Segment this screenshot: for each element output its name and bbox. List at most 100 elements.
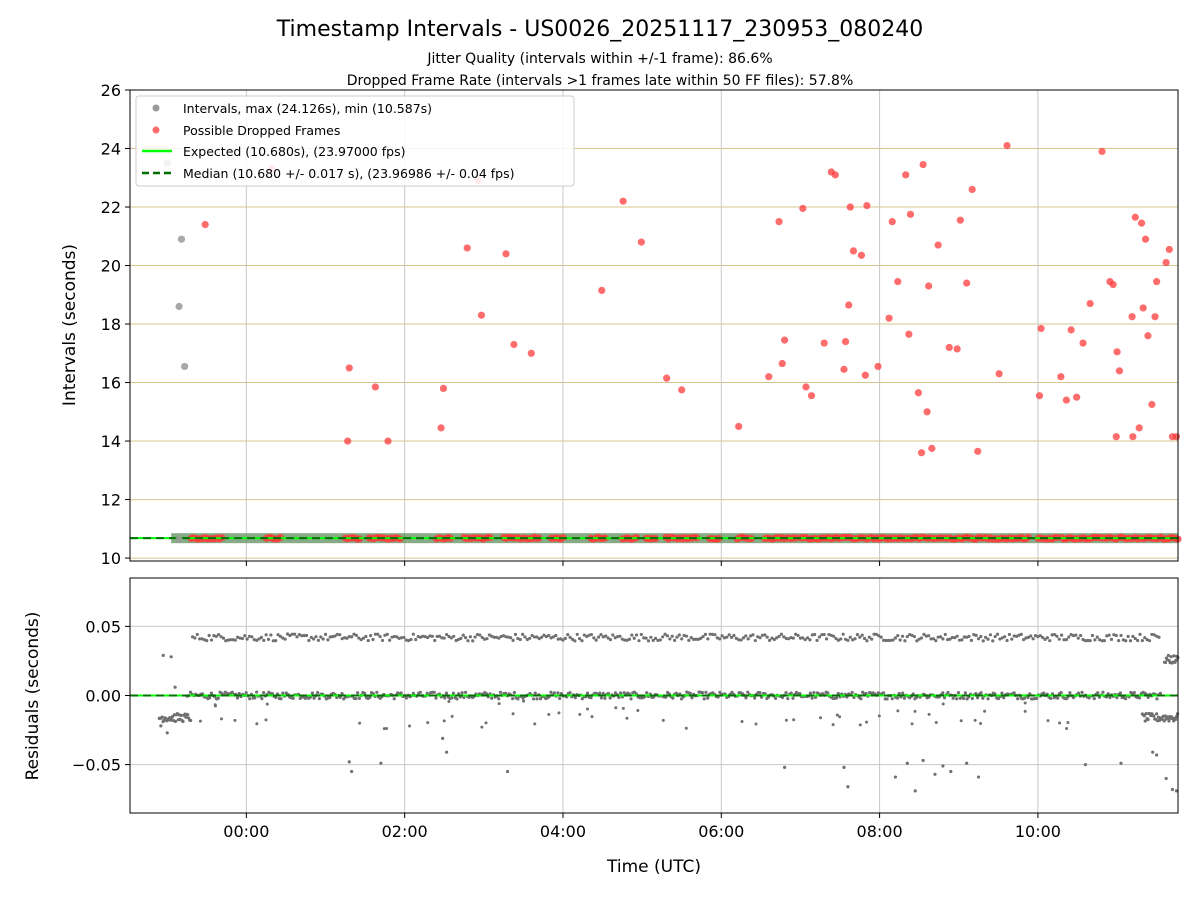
residual-point (646, 639, 651, 643)
residual-point (598, 691, 602, 695)
residual-point (392, 697, 396, 701)
residual-point (235, 696, 240, 700)
dropped-frame-point (345, 364, 353, 372)
dropped-frame-point (874, 362, 882, 371)
residual-point (1029, 634, 1033, 638)
residual-point (791, 636, 795, 640)
residual-point (230, 690, 234, 694)
residual-outlier-point (976, 775, 981, 779)
residual-point (1038, 634, 1042, 638)
residual-outlier-point (1083, 763, 1087, 767)
residual-point (363, 691, 367, 695)
dropped-frame-point (802, 383, 810, 391)
residual-point (585, 634, 589, 639)
residual-outlier-point (1155, 753, 1159, 757)
residual-point (604, 634, 608, 638)
residual-point (645, 691, 649, 695)
residual-point (708, 632, 712, 636)
residual-point (487, 633, 491, 637)
dropped-frame-point (906, 210, 915, 218)
residual-point (516, 697, 520, 701)
residual-point (1059, 691, 1063, 695)
dropped-frame-point (778, 359, 786, 368)
residual-point (376, 632, 380, 636)
residual-point (1140, 639, 1144, 643)
residual-point (578, 712, 582, 716)
residual-point (630, 633, 634, 637)
residual-point (1102, 639, 1106, 643)
dropped-frame-point (1037, 324, 1045, 333)
residual-point (382, 727, 386, 731)
residual-point (720, 634, 724, 638)
residual-point (233, 718, 237, 722)
residual-point (765, 635, 769, 639)
residual-point (615, 634, 620, 639)
dropped-frame-point (974, 447, 982, 455)
residual-point (973, 718, 977, 722)
residual-point (1166, 653, 1170, 658)
top-plot-frame (129, 89, 1179, 562)
residual-point (1131, 634, 1135, 639)
residual-point (359, 637, 363, 642)
residual-point (734, 636, 738, 640)
residual-point (285, 632, 290, 636)
dropped-frame-point (888, 218, 896, 226)
interval-point (175, 302, 183, 311)
residual-point (1023, 709, 1027, 713)
residual-point (758, 691, 762, 695)
residual-point (590, 715, 594, 719)
residual-point (753, 638, 757, 643)
residual-point (1095, 635, 1099, 639)
residual-point (936, 635, 940, 639)
residual-point (449, 636, 453, 640)
residual-point (231, 638, 235, 642)
residual-point (442, 636, 446, 640)
residual-point (255, 722, 259, 726)
dropped-frame-point (510, 340, 518, 349)
residual-point (544, 635, 548, 639)
bottom-y-tick-label: 0.05 (85, 617, 121, 636)
dropped-frame-point (1165, 245, 1173, 254)
residual-point (1064, 637, 1068, 642)
residual-point (1076, 691, 1081, 695)
residual-point (1022, 638, 1026, 642)
residual-point (658, 638, 662, 642)
residual-point (173, 719, 178, 723)
residual-point (190, 635, 195, 639)
residual-point (1132, 690, 1136, 695)
top-y-tick-label: 14 (101, 432, 121, 451)
residual-point (688, 691, 692, 695)
residual-point (789, 691, 793, 695)
residual-point (418, 690, 422, 694)
residual-point (934, 721, 938, 725)
residual-point (473, 635, 477, 639)
residual-point (617, 695, 621, 700)
residual-point (957, 638, 962, 642)
residual-point (1049, 696, 1053, 701)
interval-point (175, 535, 183, 543)
residual-outlier-point (161, 653, 165, 658)
residual-point (704, 690, 708, 694)
residual-point (948, 637, 952, 641)
residual-point (701, 635, 705, 639)
residual-point (618, 691, 623, 695)
legend-intervals-label: Intervals, max (24.126s), min (10.587s) (183, 101, 432, 116)
residual-point (644, 636, 648, 640)
residual-point (938, 635, 943, 639)
residual-outlier-point (350, 769, 354, 774)
residual-point (1107, 633, 1111, 637)
residual-point (347, 635, 351, 639)
dropped-frame-point (775, 218, 783, 226)
residual-point (691, 637, 696, 641)
residual-point (511, 697, 515, 701)
legend-expected-label: Expected (10.680s), (23.97000 fps) (183, 144, 405, 159)
dropped-frame-point (861, 371, 869, 379)
residual-point (877, 634, 881, 638)
dropped-frame-point (919, 160, 927, 169)
residual-point (974, 691, 978, 696)
interval-point (181, 362, 189, 371)
residual-point (237, 691, 241, 696)
residual-point (922, 632, 926, 636)
residual-point (352, 632, 356, 636)
